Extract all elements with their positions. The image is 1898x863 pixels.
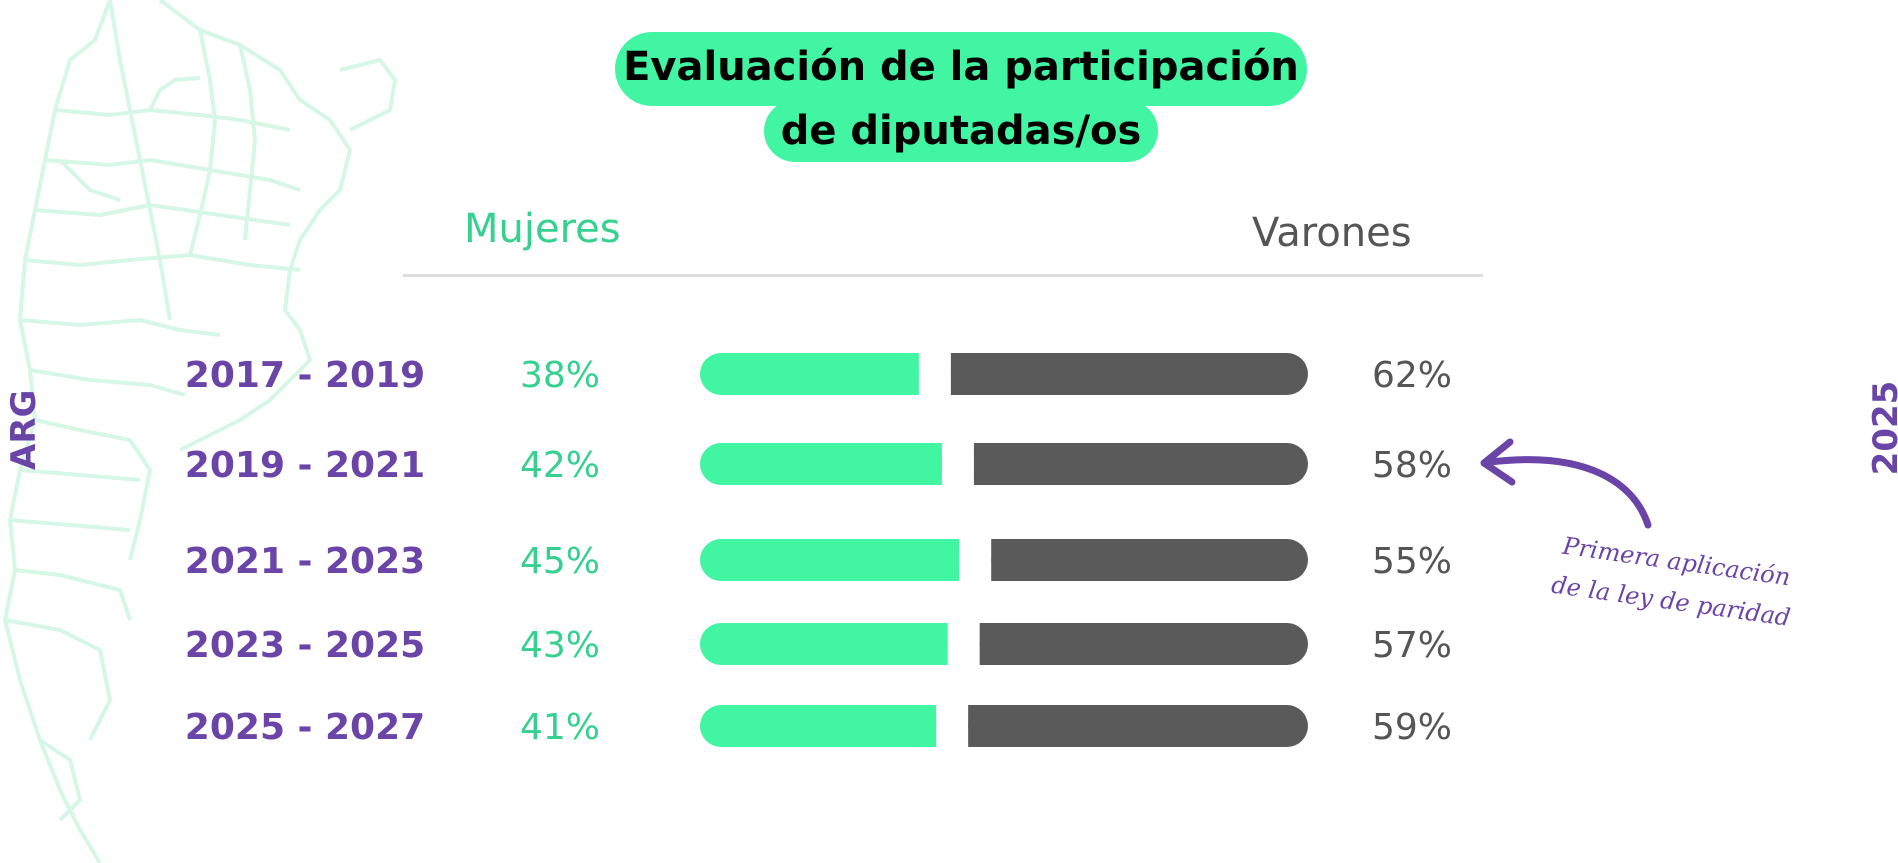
men-bar-2023-2025 <box>979 623 1308 665</box>
women-bar-edge-2021-2023 <box>938 539 960 581</box>
period-label-2023-2025: 2023 - 2025 <box>185 625 425 666</box>
men-pct-label-2019-2021: 58% <box>1372 445 1452 486</box>
men-bar-2017-2019 <box>950 353 1308 395</box>
women-bar-edge-2023-2025 <box>926 623 948 665</box>
annotation-arrow-icon <box>1480 438 1652 529</box>
chart-title-line-1: Evaluación de la participación <box>615 32 1307 106</box>
men-pct-label-2023-2025: 57% <box>1372 625 1452 666</box>
women-pct-label-2025-2027: 41% <box>520 707 600 748</box>
men-column-header: Varones <box>1252 210 1412 256</box>
women-bar-2021-2023 <box>700 539 960 581</box>
women-bar-2019-2021 <box>700 443 942 485</box>
women-bar-2023-2025 <box>700 623 948 665</box>
men-bar-edge-2017-2019 <box>950 353 972 395</box>
women-bar-edge-2017-2019 <box>897 353 919 395</box>
men-bar-2019-2021 <box>973 443 1308 485</box>
men-bar-edge-2019-2021 <box>973 443 995 485</box>
argentina-map-background <box>3 0 397 863</box>
women-bar-2017-2019 <box>700 353 919 395</box>
men-bar-edge-2025-2027 <box>968 705 990 747</box>
women-column-header: Mujeres <box>464 206 621 252</box>
men-pct-label-2025-2027: 59% <box>1372 707 1452 748</box>
women-pct-label-2019-2021: 42% <box>520 445 600 486</box>
women-pct-label-2017-2019: 38% <box>520 355 600 396</box>
men-bar-edge-2021-2023 <box>991 539 1013 581</box>
women-pct-label-2021-2023: 45% <box>520 541 600 582</box>
period-label-2017-2019: 2017 - 2019 <box>185 355 425 396</box>
women-bar-edge-2019-2021 <box>920 443 942 485</box>
men-bar-2021-2023 <box>991 539 1308 581</box>
women-bar-edge-2025-2027 <box>915 705 937 747</box>
period-label-2025-2027: 2025 - 2027 <box>185 707 425 748</box>
men-pct-label-2021-2023: 55% <box>1372 541 1452 582</box>
women-pct-label-2023-2025: 43% <box>520 625 600 666</box>
header-divider <box>403 274 1483 277</box>
men-bar-2025-2027 <box>968 705 1308 747</box>
chart-title-line-2: de diputadas/os <box>764 100 1158 162</box>
period-label-2021-2023: 2021 - 2023 <box>185 541 425 582</box>
men-pct-label-2017-2019: 62% <box>1372 355 1452 396</box>
period-label-2019-2021: 2019 - 2021 <box>185 445 425 486</box>
men-bar-edge-2023-2025 <box>979 623 1001 665</box>
women-bar-2025-2027 <box>700 705 937 747</box>
